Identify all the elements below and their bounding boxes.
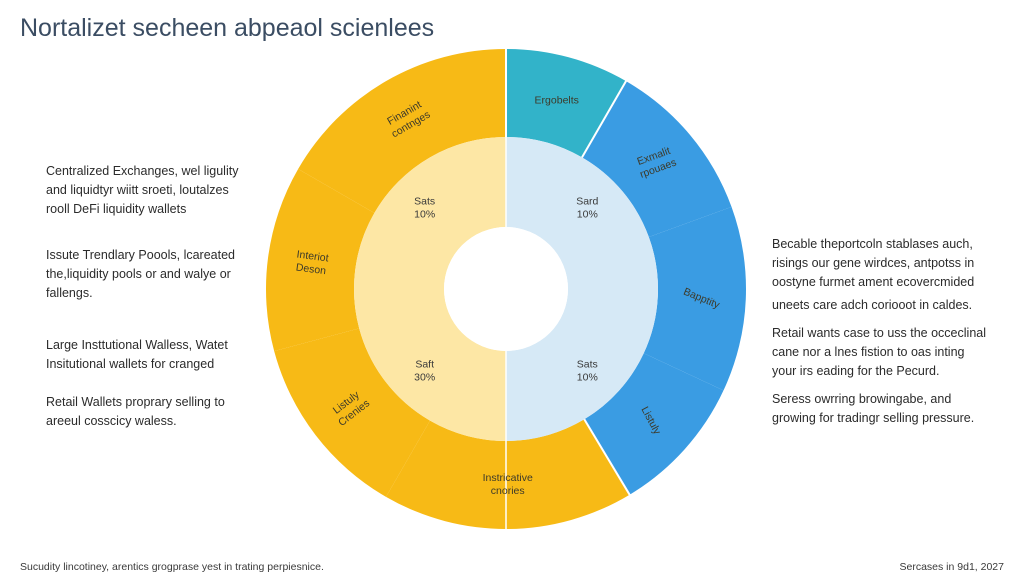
left-note-4: Retail Wallets proprary selling to areeu…	[46, 393, 225, 431]
note-line: Centralized Exchanges, wel ligulity	[46, 164, 239, 178]
left-annotations: Centralized Exchanges, wel ligulity and …	[46, 162, 266, 428]
outer-label-line: Ergobelts	[535, 95, 579, 107]
inner-slice-1	[506, 137, 658, 289]
outer-slice-3	[643, 206, 746, 391]
note-line: and liquidtyr wiitt sroeti, loutalzes	[46, 183, 229, 197]
note-line: Retail Wallets proprary selling to	[46, 395, 225, 409]
outer-slice-4	[584, 353, 724, 495]
outer-slice-7	[266, 169, 375, 352]
outer-slice-1	[506, 49, 626, 158]
outer-label-line: cnories	[491, 485, 525, 497]
note-line: cane nor a lnes fistion to oas inting	[772, 345, 965, 359]
right-note-3: Seress owrring browingabe, and growing f…	[772, 390, 974, 428]
slice-separator	[581, 79, 628, 158]
left-note-2: Issute Trendlary Poools, lcareated the,l…	[46, 246, 235, 303]
inner-label-value: 10%	[577, 371, 598, 383]
right-note-1: Becable theportcoln stablases auch, risi…	[772, 235, 974, 315]
note-line: the,liquidity pools or and walye or	[46, 267, 231, 281]
note-line: Issute Trendlary Poools, lcareated	[46, 248, 235, 262]
note-line: oostyne furmet ament ecovercmided	[772, 275, 975, 289]
outer-slice-2	[582, 81, 732, 238]
inner-label-value: 30%	[414, 371, 435, 383]
outer-label-line: Interiot	[296, 248, 329, 264]
note-line: uneets care adch coriooot in caldes.	[772, 298, 973, 312]
inner-label-name: Sats	[414, 196, 435, 208]
note-line: your irs eading for the Pecurd.	[772, 364, 940, 378]
inner-label-value: 10%	[414, 209, 435, 221]
inner-slice-3	[354, 289, 506, 441]
note-line: Retail wants case to uss the occeclinal	[772, 326, 986, 340]
note-line: fallengs.	[46, 286, 93, 300]
outer-ring	[266, 48, 746, 529]
note-line: Becable theportcoln stablases auch,	[772, 237, 973, 251]
inner-label-name: Saft	[415, 358, 434, 370]
note-line: Large Insttutional Walless, Watet	[46, 338, 228, 352]
outer-label-line: Instricative	[483, 472, 533, 484]
note-line: areeul cosscicy waless.	[46, 414, 177, 428]
footer-note: Sucudity lincotiney, arentics grogprase …	[20, 561, 324, 573]
footer-date: Sercases in 9d1, 2027	[899, 561, 1005, 573]
outer-label-line: Deson	[295, 261, 327, 277]
note-line: rooll DeFi liquidity wallets	[46, 202, 187, 216]
left-note-1: Centralized Exchanges, wel ligulity and …	[46, 162, 266, 219]
left-note-3: Large Insttutional Walless, Watet Insitu…	[46, 336, 228, 374]
note-line: growing for tradingr selling pressure.	[772, 411, 975, 425]
right-note-2: Retail wants case to uss the occeclinal …	[772, 324, 986, 381]
note-line: Insitutional wallets for cranged	[46, 357, 215, 371]
outer-slice-6	[274, 328, 430, 497]
inner-slice-2	[506, 289, 658, 441]
note-line: Seress owrring browingabe, and	[772, 392, 952, 406]
outer-slice-8	[298, 49, 506, 213]
outer-label-1: Ergobelts	[535, 95, 579, 107]
inner-ring	[354, 137, 658, 441]
inner-label-name: Sard	[576, 196, 598, 208]
inner-slice-4	[354, 137, 506, 289]
slice-separator	[583, 418, 631, 497]
note-line: risings our gene wirdces, antpotss in	[772, 256, 975, 270]
inner-label-value: 10%	[577, 209, 598, 221]
inner-label-name: Sats	[577, 358, 598, 370]
outer-slice-5	[386, 419, 630, 529]
chart-title: Nortalizet secheen abpeaol scienlees	[20, 14, 435, 42]
